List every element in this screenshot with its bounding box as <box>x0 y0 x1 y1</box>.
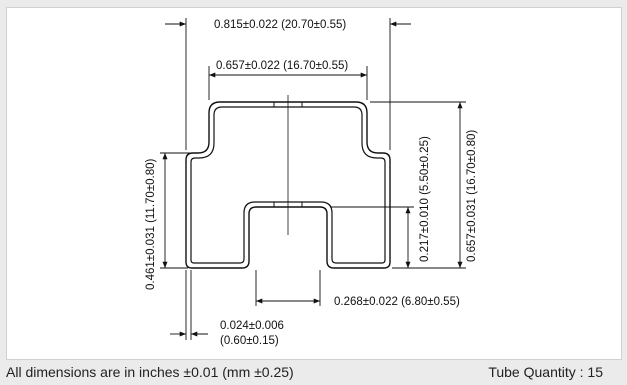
dim-wall-thickness-label-in: 0.024±0.006 <box>220 320 284 332</box>
dim-slot-depth <box>330 206 414 268</box>
dim-overall-height <box>370 101 466 269</box>
dim-top-width <box>208 66 368 100</box>
tube-quantity: Tube Quantity : 15 <box>488 364 603 380</box>
dim-overall-width-label: 0.815±0.022 (20.70±0.55) <box>214 19 346 31</box>
dim-overall-height-label: 0.657±0.031 (16.70±0.80) <box>466 130 478 262</box>
dim-left-height-label: 0.461±0.031 (11.70±0.80) <box>145 158 157 290</box>
dim-overall-width <box>165 18 411 150</box>
dim-slot-width <box>255 270 321 306</box>
dimension-note: All dimensions are in inches ±0.01 (mm ±… <box>6 364 294 380</box>
dim-left-height <box>160 152 196 269</box>
dim-slot-depth-label: 0.217±0.010 (5.50±0.25) <box>419 136 431 262</box>
profile-inner-outline <box>190 106 386 264</box>
dim-slot-width-label: 0.268±0.022 (6.80±0.55) <box>334 296 460 308</box>
dim-wall-thickness <box>170 270 208 340</box>
dim-top-width-label: 0.657±0.022 (16.70±0.55) <box>216 60 348 72</box>
dim-wall-thickness-label-mm: (0.60±0.15) <box>220 335 279 347</box>
